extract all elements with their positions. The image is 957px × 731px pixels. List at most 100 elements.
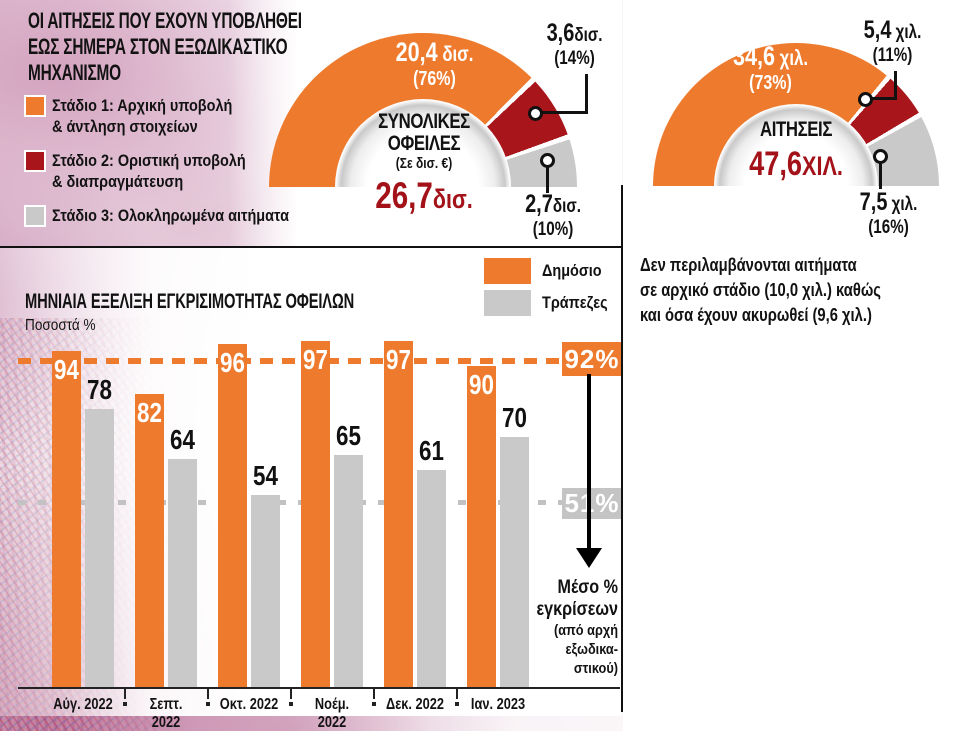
x-axis-tick: [373, 689, 375, 699]
debts-stage3-label: 2,7δισ. (10%): [513, 192, 593, 241]
debts-subtitle: (Σε δισ. €): [395, 155, 453, 172]
stage1-swatch: [26, 97, 44, 115]
stage2-label-line2: & διαπραγμάτευση: [52, 172, 184, 191]
bar-public: [301, 341, 330, 688]
applications-stage1-arc-label: 34,6 χιλ. (73%): [713, 41, 829, 95]
bar-public-value: 97: [303, 344, 328, 375]
stage2-label: Στάδιο 2: Οριστική υποβολή & διαπραγμάτε…: [52, 150, 333, 192]
bar-banks-value: 54: [253, 460, 278, 491]
page-title-line2: ΕΩΣ ΣΗΜΕΡΑ ΣΤΟΝ ΕΞΩΔΙΚΑΣΤΙΚΟ: [28, 34, 288, 59]
footnote-line2: σε αρχικό στάδιο (10,0 χιλ.) καθώς: [640, 280, 881, 300]
annotation-line5: στικού): [573, 660, 618, 677]
debts-stage2-unit: δισ.: [574, 25, 603, 46]
bar-public-value: 90: [469, 369, 494, 400]
debts-stage3-unit: δισ.: [552, 196, 581, 217]
footnote-line3: και όσα έχουν ακυρωθεί (9,6 χιλ.): [640, 305, 872, 325]
debts-donut-chart: [269, 33, 577, 187]
stage3-swatch: [26, 207, 44, 225]
footnote: Δεν περιλαμβάνονται αιτήματα σε αρχικό σ…: [640, 253, 952, 328]
footnote-line1: Δεν περιλαμβάνονται αιτήματα: [640, 255, 857, 275]
x-axis-label: Αύγ. 2022: [53, 696, 113, 713]
bar-banks-value: 70: [502, 402, 527, 433]
applications-center-label: ΑΙΤΗΣΕΙΣ 47,6ΧΙΛ.: [737, 118, 855, 184]
x-axis-tick-dot: [289, 702, 293, 706]
x-axis-tick: [207, 689, 209, 699]
bar-public-value: 97: [386, 344, 411, 375]
legend-public-label: Δημόσιο: [542, 261, 602, 280]
bar-chart-title: ΜΗΝΙΑΙΑ ΕΞΕΛΙΞΗ ΕΓΚΡΙΣΙΜΟΤΗΤΑΣ ΟΦΕΙΛΩΝ: [25, 290, 355, 313]
banks-average-dashed-line: [18, 500, 563, 505]
debts-stage2-label: 3,6δισ. (14%): [533, 21, 617, 70]
annotation-line3: (από αρχή: [553, 622, 618, 639]
x-axis-label: Σεπτ. 2022: [149, 696, 183, 731]
annotation-line4: εξωδικα-: [565, 641, 618, 658]
bar-public-value: 82: [137, 397, 162, 428]
x-axis-label: Δεκ. 2022: [386, 696, 444, 713]
stage3-label-line1: Στάδιο 3: Ολοκληρωμένα αιτήματα: [52, 206, 289, 225]
bar-public-value: 96: [220, 347, 245, 378]
debts-stage2-pct: (14%): [554, 48, 595, 69]
debts-stage1-value: 20,4: [395, 37, 438, 67]
vertical-divider: [621, 185, 623, 712]
bar-banks: [168, 459, 197, 688]
debts-stage1-arc-label: 20,4 δισ. (76%): [377, 37, 493, 91]
page-title: ΟΙ ΑΙΤΗΣΕΙΣ ΠΟΥ ΕΧΟΥΝ ΥΠΟΒΛΗΘΕΙ ΕΩΣ ΣΗΜΕ…: [28, 8, 357, 86]
bar-public: [218, 344, 247, 688]
bar-public: [52, 351, 81, 688]
applications-title: ΑΙΤΗΣΕΙΣ: [759, 118, 833, 141]
debts-stage1-pct: (76%): [413, 68, 456, 90]
annotation-line2: εγκρίσεων: [536, 599, 618, 620]
banks-average-badge: 51%: [562, 488, 622, 519]
debts-stage2-value: 3,6: [546, 19, 575, 47]
applications-stage2-leader-horizontal: [872, 97, 897, 100]
bar-chart-ylabel: Ποσοστά %: [25, 317, 96, 334]
x-axis-label: Οκτ. 2022: [219, 696, 279, 713]
bar-banks: [500, 437, 529, 688]
bar-banks: [417, 470, 446, 688]
x-axis-tick-dot: [372, 702, 376, 706]
stage1-label-line2: & άντληση στοιχείων: [52, 117, 198, 136]
stage1-label-line1: Στάδιο 1: Αρχική υποβολή: [52, 96, 233, 115]
bar-public: [135, 394, 164, 688]
applications-stage2-pct: (11%): [872, 45, 913, 66]
legend-banks-label: Τράπεζες: [542, 293, 608, 312]
legend-banks-swatch: [484, 290, 531, 316]
bar-banks: [251, 495, 280, 688]
applications-stage3-pct: (16%): [868, 217, 909, 238]
x-axis-tick-dot: [123, 702, 127, 706]
x-axis-tick: [124, 689, 126, 699]
horizontal-divider: [0, 246, 622, 248]
debts-stage2-marker: [528, 106, 543, 121]
x-axis-tick-dot: [206, 702, 210, 706]
applications-stage3-value: 7,5: [859, 188, 888, 216]
debts-stage2-leader-vertical: [585, 74, 588, 114]
debts-stage3-value: 2,7: [525, 190, 553, 218]
stage2-swatch: [26, 152, 44, 170]
applications-stage3-unit: χιλ.: [887, 194, 918, 215]
average-arrow-head-icon: [576, 548, 602, 568]
x-axis-label: Νοέμ. 2022: [314, 696, 350, 731]
bar-public: [467, 366, 496, 688]
x-axis-tick: [290, 689, 292, 699]
debts-stage3-marker: [540, 153, 555, 168]
applications-stage1-value: 34,6: [732, 41, 776, 71]
x-axis: [18, 687, 620, 689]
debts-title-line2: ΟΦΕΙΛΕΣ: [387, 132, 461, 155]
legend-public-swatch: [484, 258, 531, 284]
applications-stage3-marker: [873, 149, 888, 164]
applications-total-unit: ΧΙΛ.: [802, 151, 843, 181]
public-average-badge: 92%: [562, 342, 622, 376]
bar-public: [384, 341, 413, 688]
x-axis-tick: [456, 689, 458, 699]
applications-donut-chart: [653, 43, 939, 186]
x-axis-label: Ιαν. 2023: [470, 696, 526, 713]
debts-stage2-leader-horizontal: [542, 111, 588, 114]
debts-center-label: ΣΥΝΟΛΙΚΕΣ ΟΦΕΙΛΕΣ (Σε δισ. €) 26,7δισ.: [355, 111, 493, 215]
average-arrow-line: [587, 374, 591, 550]
applications-stage2-label: 5,4 χιλ. (11%): [851, 18, 935, 67]
bar-banks: [85, 409, 114, 688]
applications-stage2-leader-vertical: [894, 71, 897, 100]
